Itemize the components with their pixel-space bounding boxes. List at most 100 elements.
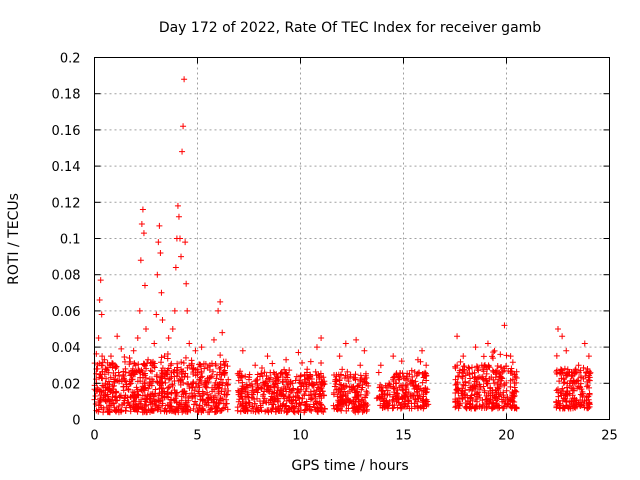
data-point [485, 400, 492, 407]
data-point [313, 344, 320, 351]
data-point [363, 408, 370, 415]
data-point [304, 366, 311, 373]
data-point [586, 390, 593, 397]
y-tick-label: 0.12 [52, 196, 81, 211]
data-point [357, 391, 364, 398]
data-point [169, 382, 176, 389]
data-point [402, 389, 409, 396]
data-point [168, 396, 175, 403]
data-point [143, 365, 150, 372]
data-point [157, 249, 164, 256]
data-point [361, 378, 368, 385]
data-point [215, 307, 222, 314]
data-point [208, 405, 215, 412]
data-point [347, 397, 354, 404]
data-point [276, 391, 283, 398]
data-point [156, 222, 163, 229]
data-point [317, 401, 324, 408]
data-point [341, 398, 348, 405]
x-tick-label: 5 [193, 429, 201, 444]
data-points [91, 76, 594, 416]
data-point [503, 352, 510, 359]
data-point [398, 358, 405, 365]
data-point [102, 380, 109, 387]
data-point [221, 367, 228, 374]
data-point [401, 394, 408, 401]
data-point [489, 355, 496, 362]
data-point [171, 386, 178, 393]
data-point [294, 408, 301, 415]
data-point [99, 382, 106, 389]
data-point [159, 385, 166, 392]
data-point [473, 363, 480, 370]
data-point [482, 375, 489, 382]
data-point [175, 213, 182, 220]
data-point [417, 404, 424, 411]
data-point [397, 405, 404, 412]
data-point [381, 404, 388, 411]
data-point [136, 307, 143, 314]
data-point [464, 403, 471, 410]
data-point [495, 393, 502, 400]
data-point [171, 406, 178, 413]
data-point [171, 408, 178, 415]
data-point [507, 377, 514, 384]
data-point [362, 372, 369, 379]
data-point [474, 366, 481, 373]
data-point [302, 406, 309, 413]
data-point [118, 376, 125, 383]
data-point [168, 390, 175, 397]
data-point [301, 373, 308, 380]
data-point [492, 386, 499, 393]
data-point [480, 383, 487, 390]
data-point [498, 374, 505, 381]
data-point [195, 382, 202, 389]
data-point [553, 352, 560, 359]
data-point [209, 388, 216, 395]
data-point [511, 384, 518, 391]
data-point [138, 387, 145, 394]
data-point [336, 353, 343, 360]
data-point [203, 384, 210, 391]
data-point [390, 385, 397, 392]
data-point [113, 408, 120, 415]
data-point [255, 406, 262, 413]
data-point [122, 365, 129, 372]
data-point [192, 398, 199, 405]
data-point [168, 403, 175, 410]
data-point [194, 371, 201, 378]
data-point [472, 344, 479, 351]
data-point [472, 405, 479, 412]
data-point [454, 333, 461, 340]
data-point [507, 353, 514, 360]
data-point [338, 393, 345, 400]
data-point [335, 399, 342, 406]
data-point [410, 379, 417, 386]
data-point [398, 382, 405, 389]
data-point [500, 404, 507, 411]
data-point [126, 354, 133, 361]
data-point [272, 408, 279, 415]
data-point [576, 369, 583, 376]
data-point [199, 396, 206, 403]
data-point [103, 398, 110, 405]
data-point [407, 392, 414, 399]
data-point [571, 404, 578, 411]
data-point [357, 362, 364, 369]
data-point [220, 358, 227, 365]
data-point [353, 336, 360, 343]
data-point [150, 396, 157, 403]
data-point [408, 405, 415, 412]
data-point [127, 372, 134, 379]
data-point [144, 391, 151, 398]
data-point [171, 307, 178, 314]
data-point [117, 394, 124, 401]
data-point [494, 381, 501, 388]
data-point [575, 362, 582, 369]
data-point [586, 401, 593, 408]
data-point [467, 395, 474, 402]
data-point [341, 388, 348, 395]
data-point [135, 361, 142, 368]
data-point [123, 381, 130, 388]
data-point [112, 362, 119, 369]
